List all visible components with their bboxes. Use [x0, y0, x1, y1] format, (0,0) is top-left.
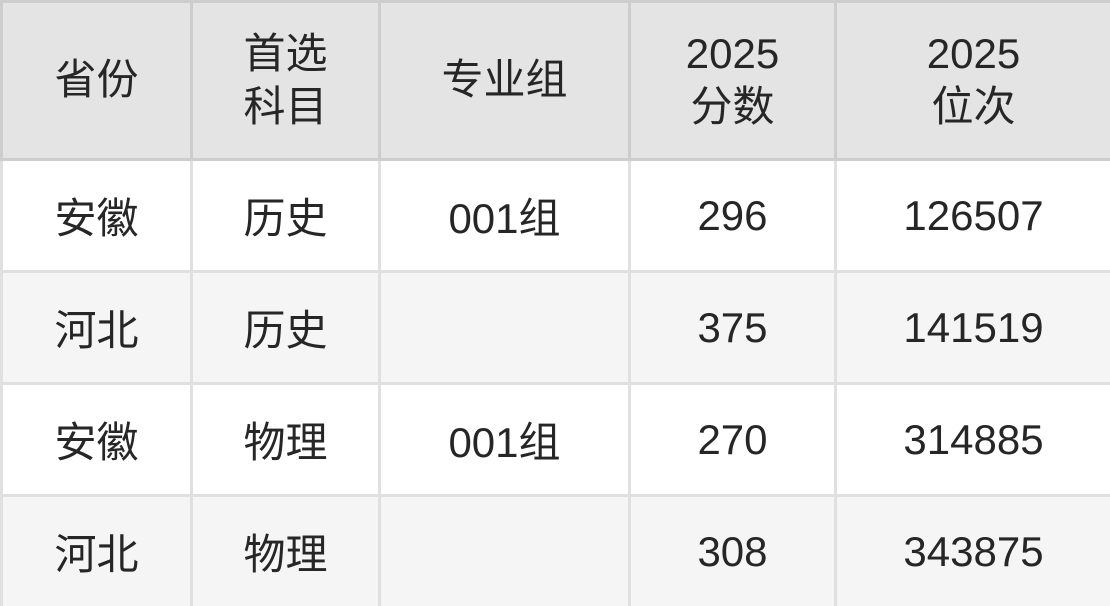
header-cell-group: 专业组 — [378, 0, 631, 161]
cell-province: 安徽 — [0, 382, 193, 497]
cell-subject: 物理 — [190, 382, 381, 497]
header-cell-province: 省份 — [0, 0, 193, 161]
cell-group: 001组 — [378, 382, 631, 497]
cell-group: 001组 — [378, 158, 631, 273]
cell-rank: 314885 — [834, 382, 1110, 497]
cell-subject: 物理 — [190, 494, 381, 606]
header-cell-rank: 2025 位次 — [834, 0, 1110, 161]
cell-score: 296 — [628, 158, 837, 273]
cell-rank: 126507 — [834, 158, 1110, 273]
header-row: 省份 首选 科目 专业组 2025 分数 2025 位次 — [0, 0, 1110, 161]
cell-subject: 历史 — [190, 270, 381, 385]
table-row: 河北 历史 375 141519 — [0, 270, 1110, 385]
cell-score: 270 — [628, 382, 837, 497]
table-header: 省份 首选 科目 专业组 2025 分数 2025 位次 — [0, 0, 1110, 161]
table-row: 河北 物理 308 343875 — [0, 494, 1110, 606]
table-row: 安徽 历史 001组 296 126507 — [0, 158, 1110, 273]
cell-rank: 141519 — [834, 270, 1110, 385]
cell-subject: 历史 — [190, 158, 381, 273]
header-cell-subject: 首选 科目 — [190, 0, 381, 161]
table-body: 安徽 历史 001组 296 126507 河北 历史 375 141519 安… — [0, 158, 1110, 606]
cell-rank: 343875 — [834, 494, 1110, 606]
cell-score: 375 — [628, 270, 837, 385]
cell-score: 308 — [628, 494, 837, 606]
table-row: 安徽 物理 001组 270 314885 — [0, 382, 1110, 497]
cell-province: 河北 — [0, 270, 193, 385]
header-cell-score: 2025 分数 — [628, 0, 837, 161]
cell-province: 安徽 — [0, 158, 193, 273]
cell-group — [378, 494, 631, 606]
cell-province: 河北 — [0, 494, 193, 606]
cell-group — [378, 270, 631, 385]
